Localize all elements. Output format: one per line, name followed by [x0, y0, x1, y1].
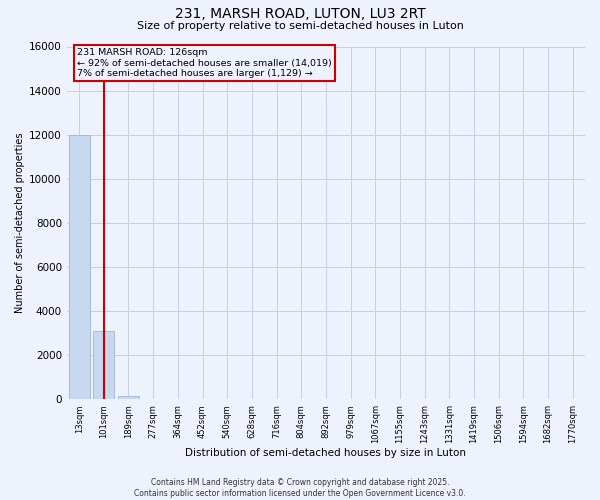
- Y-axis label: Number of semi-detached properties: Number of semi-detached properties: [15, 132, 25, 313]
- X-axis label: Distribution of semi-detached houses by size in Luton: Distribution of semi-detached houses by …: [185, 448, 466, 458]
- Bar: [118, 396, 139, 400]
- Text: 231, MARSH ROAD, LUTON, LU3 2RT: 231, MARSH ROAD, LUTON, LU3 2RT: [175, 8, 425, 22]
- Text: Size of property relative to semi-detached houses in Luton: Size of property relative to semi-detach…: [137, 21, 463, 31]
- Bar: [68, 134, 89, 400]
- Text: 231 MARSH ROAD: 126sqm
← 92% of semi-detached houses are smaller (14,019)
7% of : 231 MARSH ROAD: 126sqm ← 92% of semi-det…: [77, 48, 332, 78]
- Bar: [94, 331, 114, 400]
- Text: Contains HM Land Registry data © Crown copyright and database right 2025.
Contai: Contains HM Land Registry data © Crown c…: [134, 478, 466, 498]
